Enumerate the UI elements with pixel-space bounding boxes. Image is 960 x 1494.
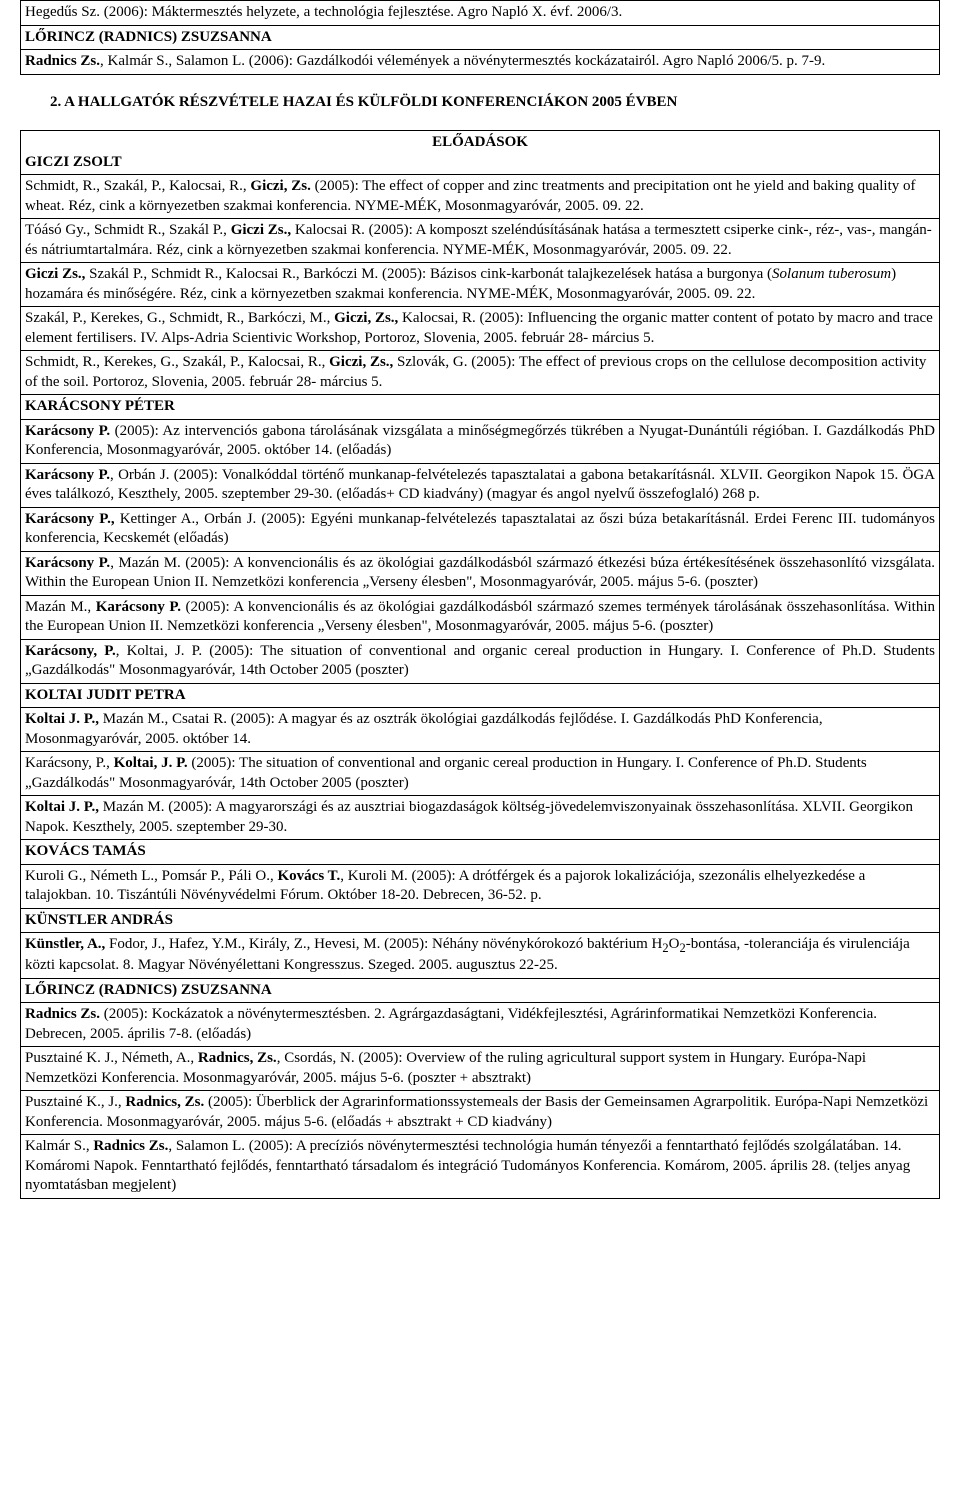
table-row: Koltai J. P., Mazán M., Csatai R. (2005)… — [21, 708, 940, 752]
row-0: GICZI ZSOLT — [25, 153, 935, 173]
table-row: LŐRINCZ (RADNICS) ZSUZSANNA — [21, 978, 940, 1003]
table-row: Pusztainé K. J., Németh, A., Radnics, Zs… — [21, 1047, 940, 1091]
table-row: Pusztainé K., J., Radnics, Zs. (2005): Ü… — [21, 1091, 940, 1135]
page-container: Hegedűs Sz. (2006): Máktermesztés helyze… — [0, 0, 960, 1219]
table-row: Schmidt, R., Kerekes, G., Szakál, P., Ka… — [21, 351, 940, 395]
main-table: ELŐADÁSOK GICZI ZSOLT Schmidt, R., Szaká… — [20, 130, 940, 1199]
table-row: Szakál, P., Kerekes, G., Schmidt, R., Ba… — [21, 307, 940, 351]
table-row: Giczi Zs., Szakál P., Schmidt R., Kalocs… — [21, 263, 940, 307]
top-row-2-bold: Radnics Zs. — [25, 53, 100, 69]
top-row-2: Radnics Zs., Kalmár S., Salamon L. (2006… — [21, 50, 940, 75]
table-row: Karácsony, P., Koltai, J. P. (2005): The… — [21, 639, 940, 683]
row-bold: KOLTAI JUDIT PETRA — [25, 687, 186, 703]
table-row: KOVÁCS TAMÁS — [21, 840, 940, 865]
table-row: Radnics Zs. (2005): Kockázatok a növényt… — [21, 1003, 940, 1047]
table-row: Künstler, A., Fodor, J., Hafez, Y.M., Ki… — [21, 933, 940, 979]
table-row: Karácsony P., Mazán M. (2005): A konvenc… — [21, 551, 940, 595]
table-row: Karácsony P., Kettinger A., Orbán J. (20… — [21, 507, 940, 551]
table-row: Karácsony P., Orbán J. (2005): Vonalkódd… — [21, 463, 940, 507]
table-row: KARÁCSONY PÉTER — [21, 395, 940, 420]
row-bold: LŐRINCZ (RADNICS) ZSUZSANNA — [25, 982, 272, 998]
row-bold: KÜNSTLER ANDRÁS — [25, 912, 173, 928]
top-row-0: Hegedűs Sz. (2006): Máktermesztés helyze… — [21, 1, 940, 26]
top-row-1: LŐRINCZ (RADNICS) ZSUZSANNA — [21, 25, 940, 50]
section-heading: 2. A HALLGATÓK RÉSZVÉTELE HAZAI ÉS KÜLFÖ… — [50, 93, 940, 113]
table-row: Karácsony P. (2005): Az intervenciós gab… — [21, 419, 940, 463]
eloadasok-label: ELŐADÁSOK — [25, 133, 935, 153]
table-row: Schmidt, R., Szakál, P., Kalocsai, R., G… — [21, 175, 940, 219]
table-row: Karácsony, P., Koltai, J. P. (2005): The… — [21, 752, 940, 796]
row-bold: KARÁCSONY PÉTER — [25, 398, 175, 414]
row-bold: KOVÁCS TAMÁS — [25, 843, 146, 859]
table-row: Kalmár S., Radnics Zs., Salamon L. (2005… — [21, 1135, 940, 1199]
table-row: KÜNSTLER ANDRÁS — [21, 908, 940, 933]
table-row: Kuroli G., Németh L., Pomsár P., Páli O.… — [21, 864, 940, 908]
table-row: Koltai J. P., Mazán M. (2005): A magyaro… — [21, 796, 940, 840]
top-table: Hegedűs Sz. (2006): Máktermesztés helyze… — [20, 0, 940, 75]
table-row: Mazán M., Karácsony P. (2005): A konvenc… — [21, 595, 940, 639]
eloadasok-cell: ELŐADÁSOK GICZI ZSOLT — [21, 131, 940, 175]
table-row: Tóásó Gy., Schmidt R., Szakál P., Giczi … — [21, 219, 940, 263]
top-row-1-bold: LŐRINCZ (RADNICS) ZSUZSANNA — [25, 29, 272, 45]
top-row-2-rest: , Kalmár S., Salamon L. (2006): Gazdálko… — [100, 53, 825, 69]
table-row: KOLTAI JUDIT PETRA — [21, 683, 940, 708]
